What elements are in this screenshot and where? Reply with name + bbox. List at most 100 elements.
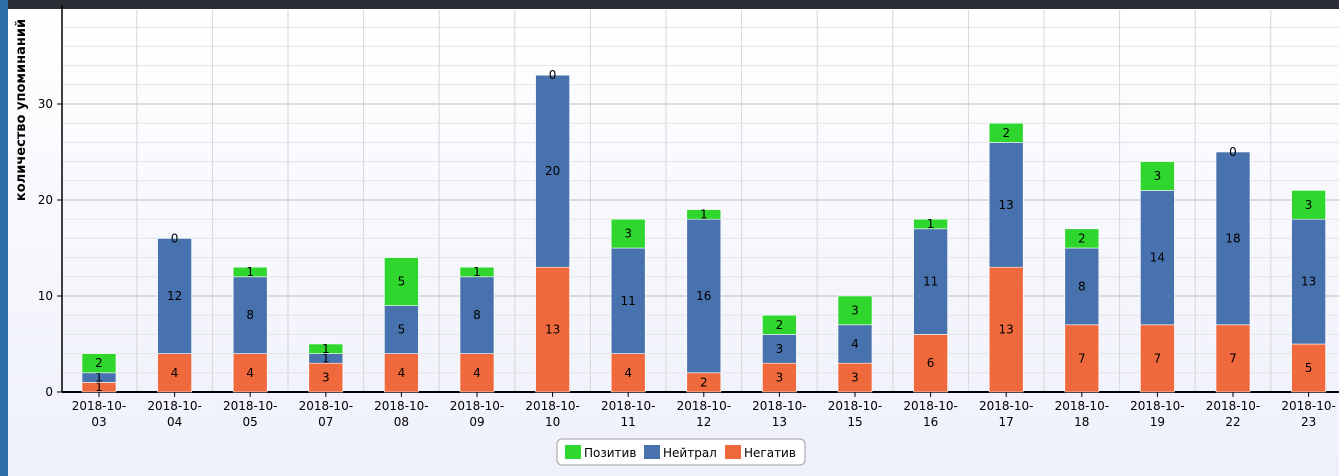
bar-segment[interactable] [1140, 324, 1175, 393]
x-tick-label: 2018-10- [677, 399, 731, 413]
bar-value-label: 4 [398, 366, 406, 380]
bar-segment[interactable] [1064, 228, 1100, 249]
bar-value-label: 1 [473, 265, 481, 279]
x-tick-label: 08 [394, 415, 409, 429]
bar-segment[interactable] [459, 353, 495, 393]
bar-value-label: 13 [1301, 275, 1316, 289]
bar-value-label: 2 [95, 356, 103, 370]
bar-value-label: 2 [776, 318, 784, 332]
x-tick-label: 2018-10- [828, 399, 882, 413]
x-tick-label: 2018-10- [1206, 399, 1260, 413]
bar-value-label: 6 [927, 356, 935, 370]
x-tick-label: 18 [1074, 415, 1089, 429]
bar-segment[interactable] [837, 295, 873, 326]
bar-segment[interactable] [762, 334, 797, 364]
bar-value-label: 2 [1002, 126, 1010, 140]
bar-value-label: 2 [700, 375, 708, 389]
bar-segment[interactable] [459, 266, 495, 278]
bar-value-label: 3 [624, 227, 632, 241]
bar-segment[interactable] [1291, 190, 1326, 220]
bar-value-label: 1 [927, 217, 935, 231]
legend-label[interactable]: Негатив [744, 446, 796, 460]
bar-segment[interactable] [535, 74, 570, 268]
bar-value-label: 3 [851, 371, 859, 385]
bar-segment[interactable] [1215, 324, 1251, 393]
bar-segment[interactable] [1291, 218, 1326, 345]
x-tick-label: 2018-10- [1281, 399, 1335, 413]
bar-segment[interactable] [232, 276, 268, 354]
bar-value-label: 2 [1078, 231, 1086, 245]
bar-segment[interactable] [837, 362, 873, 393]
bar-value-label: 3 [322, 371, 330, 385]
bar-segment[interactable] [610, 247, 646, 354]
chart-panel [8, 9, 1339, 476]
x-tick-label: 2018-10- [147, 399, 201, 413]
bar-segment[interactable] [762, 314, 797, 335]
legend-swatch[interactable] [644, 445, 660, 459]
window-top-bar [0, 0, 1339, 9]
x-tick-label: 13 [772, 415, 787, 429]
bar-segment[interactable] [1291, 343, 1326, 393]
bar-segment[interactable] [1064, 247, 1100, 326]
legend-swatch[interactable] [565, 445, 581, 459]
x-tick-label: 23 [1301, 415, 1316, 429]
x-tick-label: 2018-10- [72, 399, 126, 413]
bar-value-label: 4 [171, 366, 179, 380]
x-tick-label: 2018-10- [1130, 399, 1184, 413]
bar-segment[interactable] [1215, 151, 1251, 326]
x-tick-label: 03 [91, 415, 106, 429]
x-tick-label: 2018-10- [374, 399, 428, 413]
legend-label[interactable]: Позитив [584, 446, 636, 460]
bar-segment[interactable] [459, 276, 495, 354]
left-edge-strip [0, 0, 8, 476]
bar-value-label: 1 [322, 351, 330, 365]
bar-segment[interactable] [686, 218, 722, 374]
x-tick-label: 2018-10- [223, 399, 277, 413]
bar-value-label: 18 [1225, 231, 1240, 245]
bar-segment[interactable] [913, 334, 948, 393]
legend-swatch[interactable] [725, 445, 741, 459]
bar-value-label: 7 [1229, 351, 1237, 365]
x-tick-label: 2018-10- [601, 399, 655, 413]
bar-value-label: 1 [700, 207, 708, 221]
bar-segment[interactable] [157, 353, 192, 393]
bar-segment[interactable] [988, 266, 1024, 393]
y-axis-title: количество упоминаний [14, 19, 29, 201]
bar-value-label: 0 [549, 68, 557, 82]
bar-segment[interactable] [384, 257, 419, 306]
bar-value-label: 3 [776, 371, 784, 385]
bar-value-label: 5 [1305, 361, 1313, 375]
bar-segment[interactable] [988, 122, 1024, 143]
x-tick-label: 11 [621, 415, 636, 429]
bar-segment[interactable] [157, 238, 192, 354]
bar-segment[interactable] [535, 266, 570, 393]
x-tick-label: 07 [318, 415, 333, 429]
bar-segment[interactable] [232, 353, 268, 393]
x-tick-label: 04 [167, 415, 182, 429]
bar-segment[interactable] [308, 362, 344, 393]
x-tick-label: 12 [696, 415, 711, 429]
bar-segment[interactable] [1140, 161, 1175, 191]
legend-label[interactable]: Нейтрал [663, 446, 717, 460]
bar-segment[interactable] [686, 209, 722, 220]
bar-segment[interactable] [232, 266, 268, 278]
x-tick-label: 2018-10- [979, 399, 1033, 413]
bar-segment[interactable] [837, 324, 873, 364]
bar-segment[interactable] [610, 218, 646, 249]
y-tick-label: 0 [45, 385, 53, 399]
x-tick-label: 2018-10- [450, 399, 504, 413]
bar-segment[interactable] [762, 362, 797, 393]
bar-value-label: 8 [1078, 279, 1086, 293]
bar-segment[interactable] [81, 353, 117, 374]
x-tick-label: 2018-10- [1055, 399, 1109, 413]
bar-value-label: 5 [398, 323, 406, 337]
bar-value-label: 4 [851, 337, 859, 351]
bar-segment[interactable] [988, 142, 1024, 268]
bar-segment[interactable] [308, 343, 344, 354]
x-tick-label: 15 [847, 415, 862, 429]
x-tick-label: 2018-10- [903, 399, 957, 413]
bar-segment[interactable] [913, 218, 948, 230]
bar-value-label: 5 [398, 275, 406, 289]
